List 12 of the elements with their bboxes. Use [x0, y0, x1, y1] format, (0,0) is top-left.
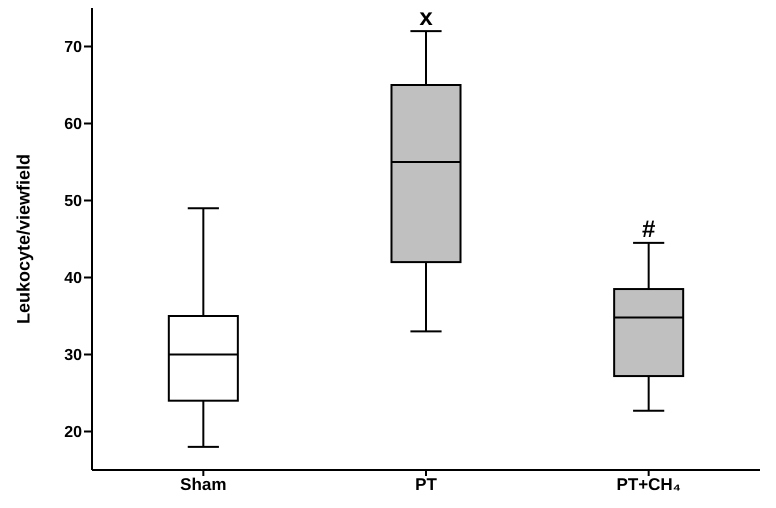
- y-tick-label: 20: [64, 424, 82, 442]
- y-tick-label: 70: [64, 39, 82, 56]
- x-tick-label: PT+CH₄: [616, 475, 681, 494]
- x-tick-label: PT: [415, 475, 438, 494]
- y-tick-label: 50: [64, 193, 82, 210]
- y-axis-title: Leukocyte/viewfield: [13, 154, 34, 324]
- y-tick-label: 40: [64, 270, 82, 288]
- y-tick-label: 60: [64, 116, 82, 134]
- annotation: x: [419, 4, 434, 32]
- x-tick-label: Sham: [180, 475, 226, 494]
- annotation: #: [642, 216, 656, 243]
- y-tick-label: 30: [64, 347, 82, 364]
